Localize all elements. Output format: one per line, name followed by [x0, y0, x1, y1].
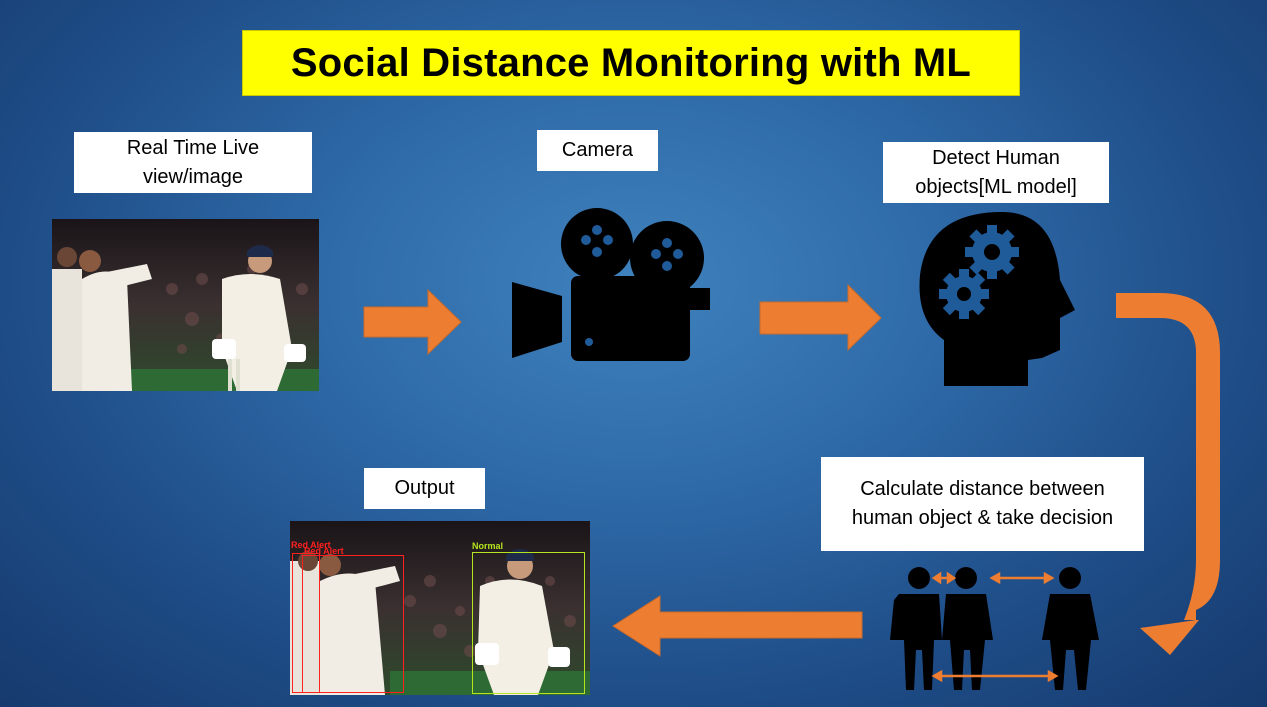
arrow-left-icon	[612, 595, 863, 657]
output-image: Red Alert Red Alert Normal	[290, 521, 590, 695]
detection-label-green: Normal	[472, 541, 504, 551]
head-gears-icon	[919, 212, 1075, 386]
people-distance-icon	[890, 567, 1099, 690]
detection-box-green	[472, 552, 585, 694]
arrow-right-icon	[759, 283, 882, 352]
curved-arrow-down-icon	[1116, 293, 1220, 655]
input-step-text: Real Time Live view/image	[126, 136, 260, 188]
output-step-label: Output	[364, 468, 485, 509]
detect-step-text: Detect Human objects[ML model]	[915, 146, 1077, 198]
calculate-step-label: Calculate distance between human object …	[821, 457, 1144, 551]
detect-step-label: Detect Human objects[ML model]	[883, 142, 1109, 203]
input-image	[52, 219, 319, 391]
detection-label-red-2: Red Alert	[304, 546, 344, 556]
input-step-label: Real Time Live view/image	[74, 132, 312, 193]
detection-label-red-1: Red Alert	[291, 540, 331, 550]
camera-icon	[512, 208, 710, 361]
camera-step-label: Camera	[537, 130, 658, 171]
camera-step-text: Camera	[561, 139, 634, 161]
output-step-text: Output	[394, 477, 455, 499]
page-title: Social Distance Monitoring with ML	[242, 30, 1020, 96]
calculate-step-text: Calculate distance between human object …	[851, 478, 1114, 529]
detection-box-red-2	[302, 555, 404, 693]
arrow-right-icon	[363, 288, 462, 356]
